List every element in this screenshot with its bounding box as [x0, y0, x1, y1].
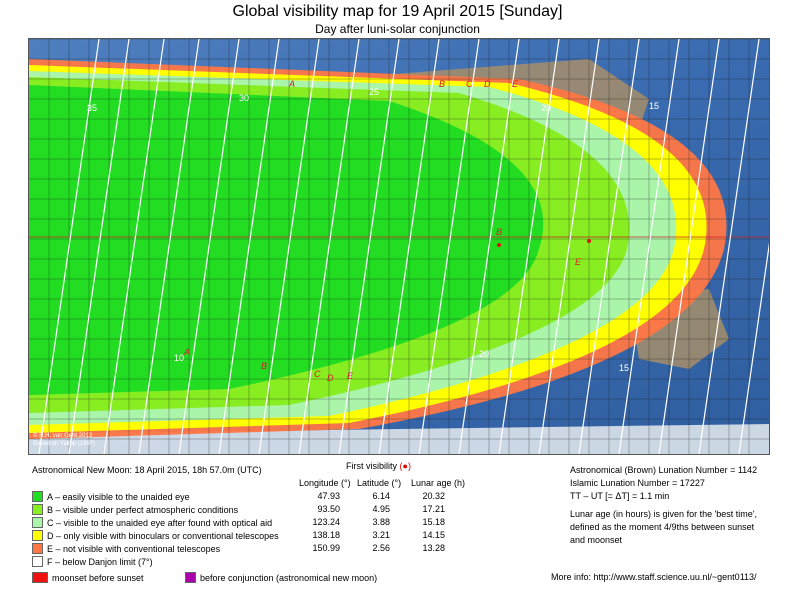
map-credit-source: Based on Yallop (1997) — [33, 441, 96, 447]
zone-letter: D — [484, 79, 491, 89]
lon-b: 93.50 — [317, 504, 340, 514]
new-moon-line: Astronomical New Moon: 18 April 2015, 18… — [32, 465, 262, 475]
swatch-conjunction — [185, 572, 196, 583]
contour-label: 15 — [649, 101, 659, 111]
lunar-age-note-1: Lunar age (in hours) is given for the 'b… — [570, 509, 758, 519]
lon-c: 123.24 — [312, 517, 340, 527]
lat-c: 3.88 — [372, 517, 390, 527]
zone-letter: B — [261, 361, 267, 371]
zone-letter: E — [347, 371, 354, 381]
first-visibility-label: First visibility (●) — [346, 461, 411, 471]
swatch-a — [32, 491, 43, 502]
brown-lunation: Astronomical (Brown) Lunation Number = 1… — [570, 465, 758, 475]
zone-letter: D — [327, 373, 334, 383]
map-credit: © R.H. van Gent 2013 — [33, 433, 93, 439]
contour-label: 35 — [87, 103, 97, 113]
lunar-age-note-2: defined as the moment 4/9ths between sun… — [570, 522, 755, 532]
legend-row-a: A – easily visible to the unaided eye — [32, 491, 190, 502]
lat-e: 2.56 — [372, 543, 390, 553]
header-latitude: Latitude (°) — [357, 478, 402, 488]
lon-e: 150.99 — [312, 543, 340, 553]
age-b: 17.21 — [422, 504, 445, 514]
contour-label: 15 — [619, 363, 629, 373]
page-title: Global visibility map for 19 April 2015 … — [232, 3, 563, 20]
contour-label: 10 — [174, 353, 184, 363]
zone-letter: C — [466, 79, 473, 89]
zone-letter: C — [314, 369, 321, 379]
lon-d: 138.18 — [312, 530, 340, 540]
legend-row-b: B – visible under perfect atmospheric co… — [32, 504, 238, 515]
legend-row-d: D – only visible with binoculars or conv… — [32, 530, 279, 541]
zone-letter: B — [496, 227, 502, 237]
swatch-d — [32, 530, 43, 541]
age-e: 13.28 — [422, 543, 445, 553]
swatch-b — [32, 504, 43, 515]
first-visibility-marker-icon: (●) — [399, 461, 411, 471]
islamic-lunation: Islamic Lunation Number = 17227 — [570, 478, 705, 488]
zone-letter: A — [183, 347, 190, 357]
age-c: 15.18 — [422, 517, 445, 527]
legend-before-conjunction: before conjunction (astronomical new moo… — [185, 572, 377, 583]
zone-letter: B — [439, 79, 445, 89]
zone-letter: E — [512, 79, 519, 89]
more-info-link[interactable]: More info: http://www.staff.science.uu.n… — [551, 572, 757, 582]
lon-a: 47.93 — [317, 491, 340, 501]
legend-row-f: F – below Danjon limit (7°) — [32, 556, 153, 567]
swatch-f — [32, 556, 43, 567]
legend-row-c: C – visible to the unaided eye after fou… — [32, 517, 272, 528]
swatch-c — [32, 517, 43, 528]
age-a: 20.32 — [422, 491, 445, 501]
lunar-age-note-3: and moonset — [570, 535, 623, 545]
lunar-age-contours — [38, 39, 769, 454]
contour-label: 20 — [479, 349, 489, 359]
zone-letter: A — [288, 79, 295, 89]
header-lunar-age: Lunar age (h) — [411, 478, 466, 488]
legend-moonset: moonset before sunset — [32, 572, 144, 583]
lat-a: 6.14 — [372, 491, 390, 501]
delta-t: TT – UT [= ΔT] = 1.1 min — [570, 491, 670, 501]
swatch-moonset — [32, 572, 48, 583]
contour-label: 20 — [541, 103, 551, 113]
lat-b: 4.95 — [372, 504, 390, 514]
contour-label: 25 — [369, 87, 379, 97]
contour-label: 30 — [239, 93, 249, 103]
lat-d: 3.21 — [372, 530, 390, 540]
age-d: 14.15 — [422, 530, 445, 540]
world-visibility-map: A B C D E B E A B C D E 35 30 25 20 15 1… — [28, 38, 770, 455]
header-longitude: Longitude (°) — [299, 478, 351, 488]
legend-row-e: E – not visible with conventional telesc… — [32, 543, 220, 554]
zone-letter: E — [575, 257, 582, 267]
first-visibility-markers — [497, 239, 591, 247]
swatch-e — [32, 543, 43, 554]
page-subtitle: Day after luni-solar conjunction — [315, 22, 480, 36]
